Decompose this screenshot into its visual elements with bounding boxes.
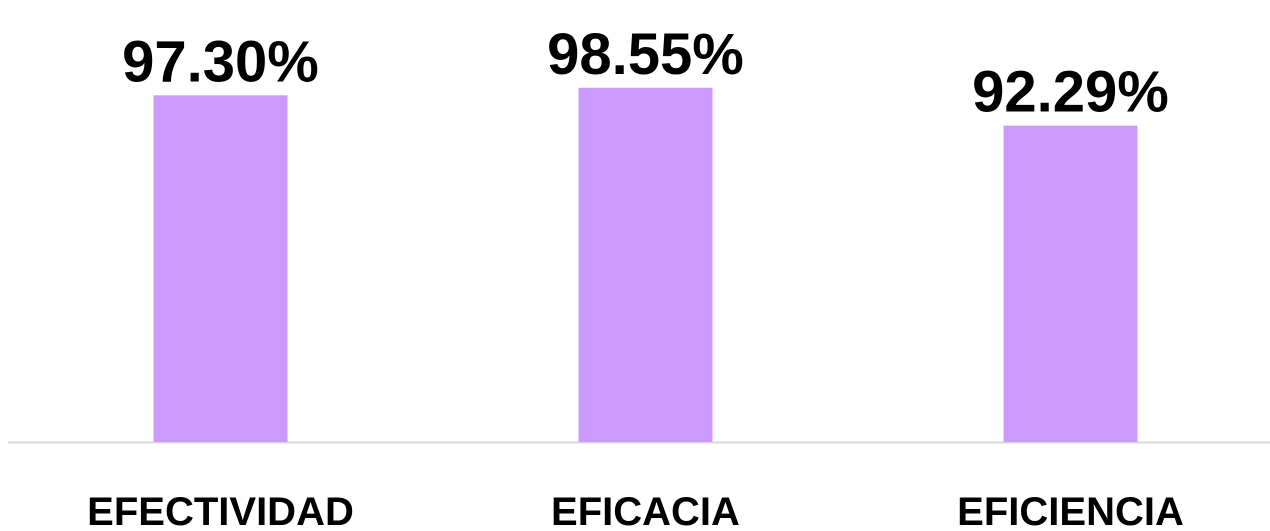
bar xyxy=(578,87,713,443)
bar xyxy=(153,95,288,443)
value-label: 98.55% xyxy=(547,22,744,87)
value-label: 97.30% xyxy=(122,29,319,94)
value-label: 92.29% xyxy=(972,60,1169,125)
x-tick-label: EFECTIVIDAD xyxy=(87,490,354,531)
x-tick-label: EFICACIA xyxy=(551,490,740,531)
x-tick-label: EFICIENCIA xyxy=(957,490,1184,531)
bar xyxy=(1003,125,1138,442)
